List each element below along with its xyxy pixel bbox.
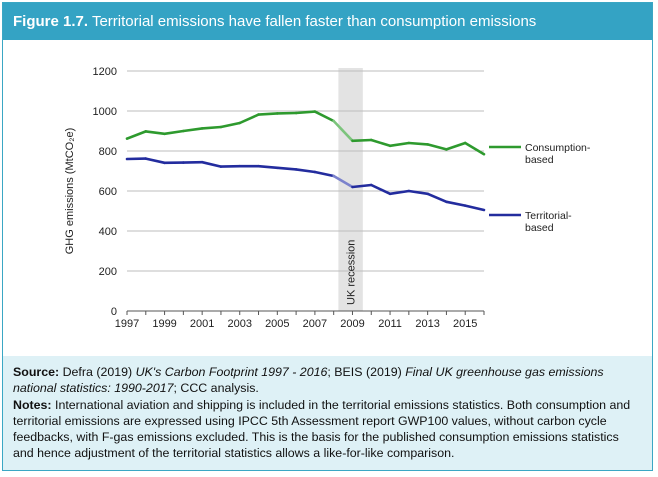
series-0-segment (351, 138, 373, 143)
series-0-segment (332, 119, 354, 143)
y-tick-label: 200 (99, 266, 117, 278)
source-text-1: Defra (2019) (59, 365, 136, 379)
figure-panel: Figure 1.7. Territorial emissions have f… (2, 2, 653, 471)
y-tick-label: 1200 (93, 66, 117, 78)
recession-label: UK recession (346, 240, 358, 305)
notes-label: Notes: (13, 397, 52, 412)
source-label: Source: (13, 365, 60, 379)
x-tick-label: 2011 (378, 318, 402, 330)
y-tick-label: 800 (99, 146, 117, 158)
x-tick-label: 2001 (190, 318, 214, 330)
series-0-segment (313, 110, 335, 123)
legend-label-0: based (525, 154, 554, 166)
series-0-segment (388, 141, 411, 148)
series-0-segment (219, 121, 242, 129)
x-tick-label: 2013 (415, 318, 439, 330)
legend-label-0: Consumption- (525, 142, 591, 154)
x-tick-label: 2005 (265, 318, 289, 330)
series-1-segment (407, 189, 429, 196)
legend-label-1: based (525, 222, 554, 234)
series-1-segment (294, 168, 317, 174)
series-1-segment (257, 164, 279, 170)
series-1-segment (313, 170, 335, 178)
emissions-line-chart: 0 200 400 600 800 1000 1200 1997 1999 2001 2003 200… (64, 66, 591, 330)
series-1-segment (276, 166, 298, 171)
figure-title: Territorial emissions have fallen faster… (91, 13, 537, 30)
series-0-segment (257, 112, 279, 116)
series-0-segment (294, 110, 317, 115)
series-0-segment (125, 130, 148, 140)
x-tick-label: 1997 (115, 318, 139, 330)
series-0-segment (369, 138, 392, 148)
series-1-segment (369, 183, 392, 196)
series-0-segment (144, 130, 166, 136)
source-text-3: ; CCC analysis. (173, 381, 259, 396)
x-tick-label: 1999 (152, 318, 176, 330)
x-tick-label: 2015 (453, 318, 477, 330)
y-tick-label: 600 (99, 186, 117, 198)
series-0-segment (407, 141, 429, 146)
x-tick-label: 2003 (227, 318, 251, 330)
legend-label-1: Territorial- (525, 210, 572, 222)
x-tick-label: 2009 (340, 318, 364, 330)
series-1-segment (388, 189, 411, 196)
figure-footer: Source: Defra (2019) UK's Carbon Footpri… (3, 356, 652, 470)
series-0-segment (238, 113, 260, 125)
figure-number: Figure 1.7. (13, 13, 89, 30)
series-0-segment (200, 125, 223, 130)
series-1-segment (200, 160, 223, 168)
series-1-segment (351, 183, 373, 189)
series-0-segment (163, 129, 185, 136)
y-axis-title: GHG emissions (MtCO₂e) (64, 128, 76, 255)
series-1-segment (426, 192, 448, 204)
figure-header: Figure 1.7. Territorial emissions have f… (3, 3, 652, 40)
series-1-segment (445, 200, 467, 207)
y-tick-label: 400 (99, 226, 117, 238)
series-0-segment (463, 141, 486, 156)
y-tick-label: 0 (111, 306, 117, 318)
series-0-segment (426, 143, 448, 151)
series-1-segment (144, 157, 166, 165)
y-tick-label: 1000 (93, 106, 117, 118)
source-title-2: Final UK greenhouse gas emissions nation… (13, 365, 604, 396)
series-0-segment (445, 141, 467, 151)
notes-text: International aviation and shipping is i… (13, 397, 631, 461)
source-text-2: ; BEIS (2019) (327, 365, 406, 379)
x-tick-label: 2007 (303, 318, 327, 330)
notes: Notes: International aviation and shippi… (13, 397, 642, 462)
source-note: Source: Defra (2019) UK's Carbon Footpri… (13, 364, 642, 397)
series-0-segment (182, 127, 204, 133)
series-1-segment (463, 204, 486, 212)
source-title-1: UK's Carbon Footprint 1997 - 2016 (135, 365, 328, 379)
series-1-segment (332, 174, 354, 189)
